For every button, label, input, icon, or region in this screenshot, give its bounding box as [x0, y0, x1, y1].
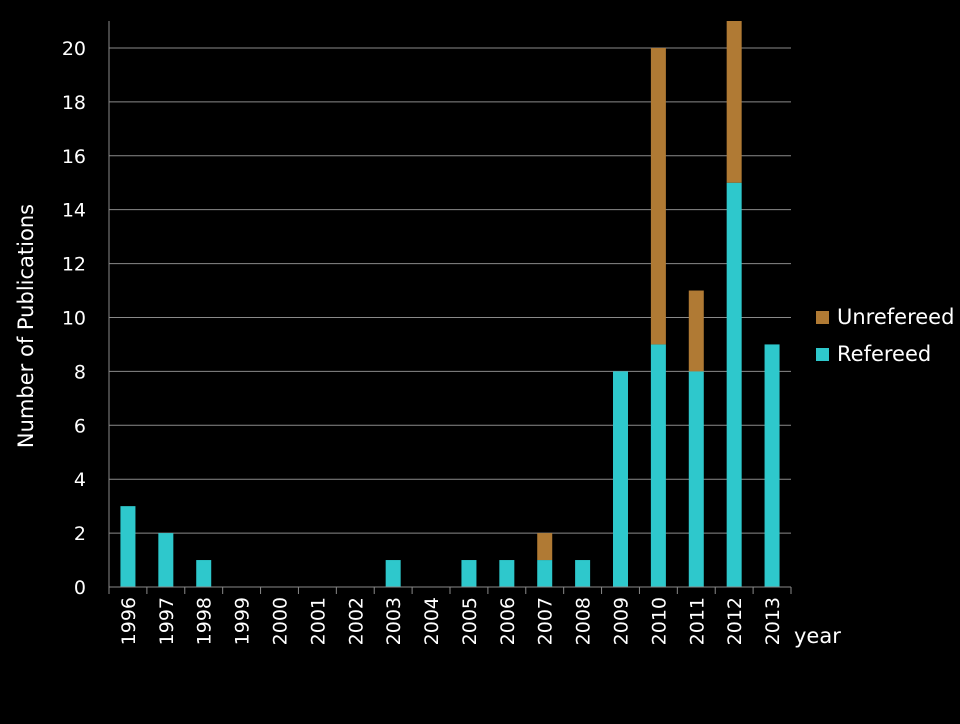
bar-unrefereed-2011	[688, 290, 704, 372]
bar-refereed-2007	[537, 560, 553, 587]
bar-refereed-2010	[650, 344, 666, 587]
bar-unrefereed-2007	[537, 533, 553, 561]
bar-refereed-1996	[120, 506, 136, 587]
x-tick-label: 2003	[383, 597, 405, 645]
x-tick-label: 2006	[497, 597, 519, 645]
x-tick-label: 2005	[459, 597, 481, 645]
y-tick-label: 0	[74, 577, 86, 599]
x-tick-label: 2001	[307, 597, 329, 645]
x-tick-label: 2013	[762, 597, 784, 645]
legend-swatch-unrefereed	[816, 311, 829, 324]
bar-refereed-2013	[764, 344, 780, 587]
x-tick-label: 2004	[421, 597, 443, 645]
bar-refereed-2006	[499, 560, 515, 587]
x-tick-label: 2010	[648, 597, 670, 645]
bar-refereed-2011	[688, 371, 704, 587]
bar-refereed-2008	[575, 560, 591, 587]
y-tick-label: 12	[62, 254, 86, 276]
x-tick-label: 2009	[611, 597, 633, 645]
x-tick-label: 1997	[156, 597, 178, 645]
axes	[108, 21, 792, 594]
legend: Unrefereed Refereed	[816, 305, 954, 366]
x-tick-label: 2007	[535, 597, 557, 645]
legend-label-refereed: Refereed	[837, 342, 931, 366]
y-tick-label: 2	[74, 523, 86, 545]
x-tick-label: 2008	[573, 597, 595, 645]
x-tick-labels: 1996 1997 1998 1999 2000 2001 2002 2003 2004 2005…	[118, 597, 784, 645]
bar-refereed-2009	[613, 371, 628, 587]
x-tick-label: 2000	[270, 597, 292, 645]
bar-refereed-1998	[196, 560, 212, 587]
bar-unrefereed-2012	[726, 21, 742, 183]
y-tick-label: 18	[62, 92, 86, 114]
y-tick-label: 14	[62, 200, 86, 222]
y-tick-label: 8	[74, 361, 86, 383]
x-axis-title: year	[794, 624, 841, 648]
x-tick-label: 1998	[194, 597, 216, 645]
y-axis-title: Number of Publications	[14, 204, 38, 448]
x-tick-label: 2002	[345, 597, 367, 645]
x-tick-label: 1996	[118, 597, 140, 645]
y-tick-label: 4	[74, 469, 86, 491]
bar-refereed-2005	[461, 560, 477, 587]
y-tick-label: 20	[62, 38, 86, 60]
gridlines	[109, 47, 791, 534]
bar-refereed-2012	[726, 182, 742, 587]
legend-label-unrefereed: Unrefereed	[837, 305, 954, 329]
x-tick-label: 2012	[724, 597, 746, 645]
bar-refereed-1997	[158, 533, 174, 587]
bars	[120, 21, 780, 587]
bar-unrefereed-2010	[650, 47, 666, 345]
x-tick-label: 2011	[686, 597, 708, 645]
legend-swatch-refereed	[816, 348, 829, 361]
bar-refereed-2003	[385, 560, 401, 587]
x-tick-label: 1999	[232, 597, 254, 645]
y-tick-label: 6	[74, 415, 86, 437]
y-tick-labels: 0 2 4 6 8 10 12 14 16 18 20	[62, 38, 86, 599]
y-tick-label: 16	[62, 146, 86, 168]
y-tick-label: 10	[62, 307, 86, 329]
